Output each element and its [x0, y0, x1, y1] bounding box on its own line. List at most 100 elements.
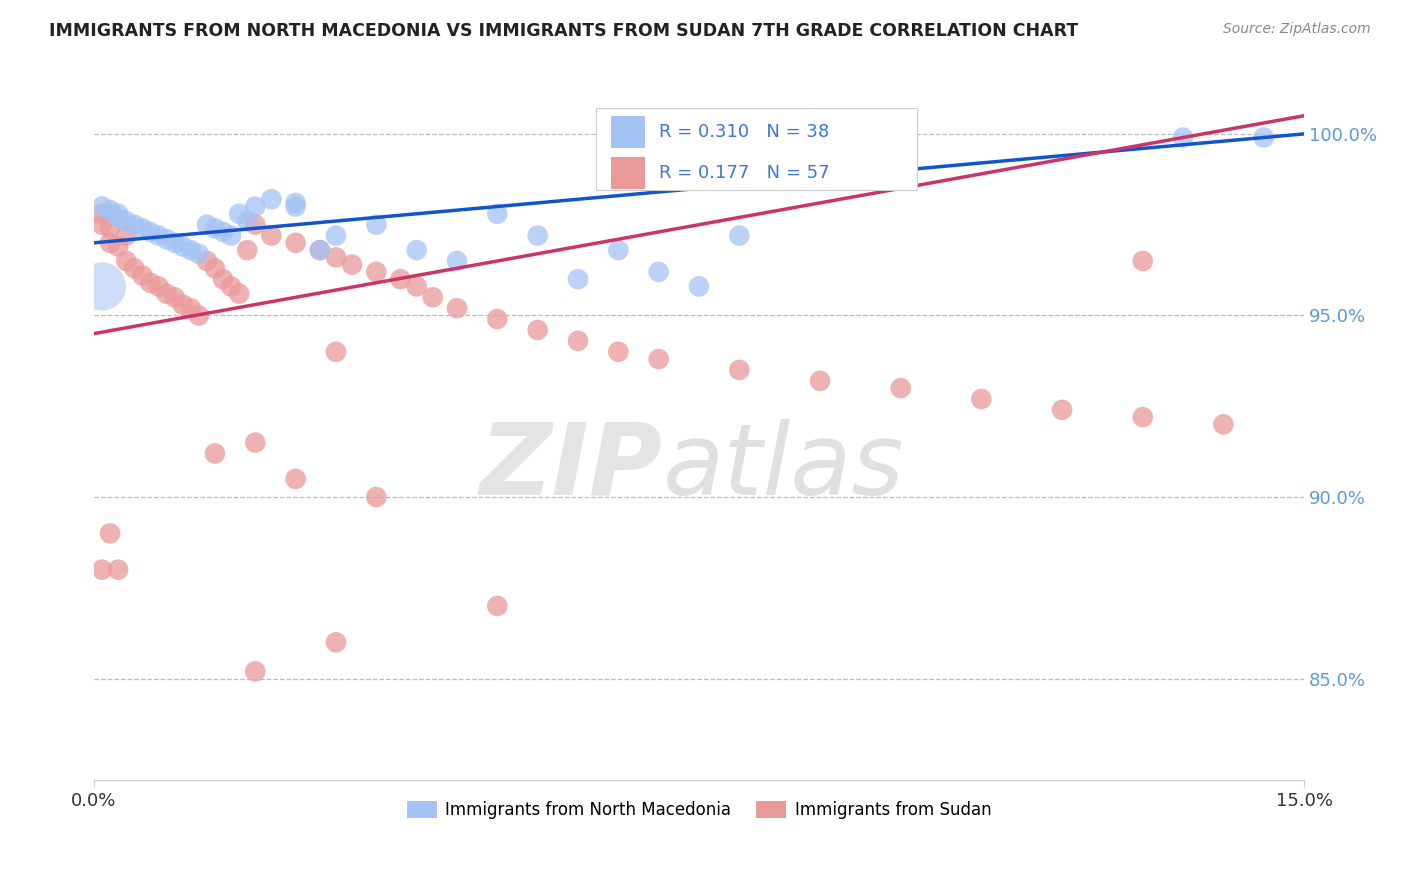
Point	[260, 192, 283, 206]
Point	[107, 239, 129, 253]
Point	[180, 301, 202, 316]
Point	[148, 228, 170, 243]
Point	[163, 290, 186, 304]
Point	[91, 279, 114, 293]
Point	[172, 297, 194, 311]
Point	[1132, 254, 1154, 268]
Point	[131, 268, 153, 283]
Point	[325, 344, 347, 359]
Point	[1132, 410, 1154, 425]
Point	[526, 228, 548, 243]
Point	[366, 218, 388, 232]
Point	[1253, 130, 1275, 145]
Point	[1171, 130, 1194, 145]
Point	[728, 363, 751, 377]
Point	[122, 218, 145, 232]
Point	[486, 599, 509, 613]
Point	[647, 352, 669, 367]
FancyBboxPatch shape	[610, 116, 644, 148]
Point	[728, 228, 751, 243]
Point	[139, 276, 162, 290]
Point	[236, 243, 259, 257]
Point	[172, 239, 194, 253]
Point	[970, 392, 993, 406]
Point	[91, 207, 114, 221]
FancyBboxPatch shape	[610, 157, 644, 189]
Point	[325, 635, 347, 649]
Text: atlas: atlas	[662, 418, 904, 516]
Point	[890, 381, 912, 395]
Point	[284, 195, 307, 210]
Point	[607, 344, 630, 359]
Point	[122, 261, 145, 276]
Point	[139, 225, 162, 239]
Text: ZIP: ZIP	[479, 418, 662, 516]
Point	[131, 221, 153, 235]
Point	[284, 235, 307, 250]
Point	[212, 272, 235, 286]
Point	[155, 232, 177, 246]
Point	[98, 235, 121, 250]
Point	[245, 435, 267, 450]
Point	[219, 279, 242, 293]
Point	[446, 301, 468, 316]
Point	[115, 228, 138, 243]
Point	[204, 221, 226, 235]
Point	[115, 254, 138, 268]
Point	[236, 214, 259, 228]
Point	[187, 309, 209, 323]
Point	[284, 472, 307, 486]
Point	[98, 203, 121, 218]
Point	[389, 272, 412, 286]
Text: Source: ZipAtlas.com: Source: ZipAtlas.com	[1223, 22, 1371, 37]
Point	[107, 207, 129, 221]
Point	[308, 243, 330, 257]
Point	[647, 265, 669, 279]
Point	[180, 243, 202, 257]
Point	[245, 218, 267, 232]
FancyBboxPatch shape	[596, 108, 917, 189]
Point	[446, 254, 468, 268]
Point	[325, 228, 347, 243]
Point	[422, 290, 444, 304]
Point	[245, 200, 267, 214]
Point	[204, 261, 226, 276]
Point	[486, 312, 509, 326]
Point	[1212, 417, 1234, 432]
Point	[308, 243, 330, 257]
Text: R = 0.310   N = 38: R = 0.310 N = 38	[659, 123, 830, 141]
Point	[98, 526, 121, 541]
Point	[260, 228, 283, 243]
Point	[212, 225, 235, 239]
Point	[567, 272, 589, 286]
Point	[366, 490, 388, 504]
Point	[98, 221, 121, 235]
Point	[405, 279, 427, 293]
Legend: Immigrants from North Macedonia, Immigrants from Sudan: Immigrants from North Macedonia, Immigra…	[401, 794, 998, 825]
Point	[567, 334, 589, 348]
Point	[228, 207, 250, 221]
Point	[228, 286, 250, 301]
Point	[187, 246, 209, 260]
Point	[107, 211, 129, 225]
Point	[91, 200, 114, 214]
Point	[195, 218, 218, 232]
Point	[486, 207, 509, 221]
Point	[219, 228, 242, 243]
Point	[688, 279, 710, 293]
Text: IMMIGRANTS FROM NORTH MACEDONIA VS IMMIGRANTS FROM SUDAN 7TH GRADE CORRELATION C: IMMIGRANTS FROM NORTH MACEDONIA VS IMMIG…	[49, 22, 1078, 40]
Text: R = 0.177   N = 57: R = 0.177 N = 57	[659, 164, 830, 182]
Point	[245, 665, 267, 679]
Point	[366, 265, 388, 279]
Point	[340, 258, 363, 272]
Point	[195, 254, 218, 268]
Point	[91, 563, 114, 577]
Point	[91, 218, 114, 232]
Point	[163, 235, 186, 250]
Point	[808, 374, 831, 388]
Point	[405, 243, 427, 257]
Point	[526, 323, 548, 337]
Point	[107, 563, 129, 577]
Point	[607, 243, 630, 257]
Point	[1050, 403, 1073, 417]
